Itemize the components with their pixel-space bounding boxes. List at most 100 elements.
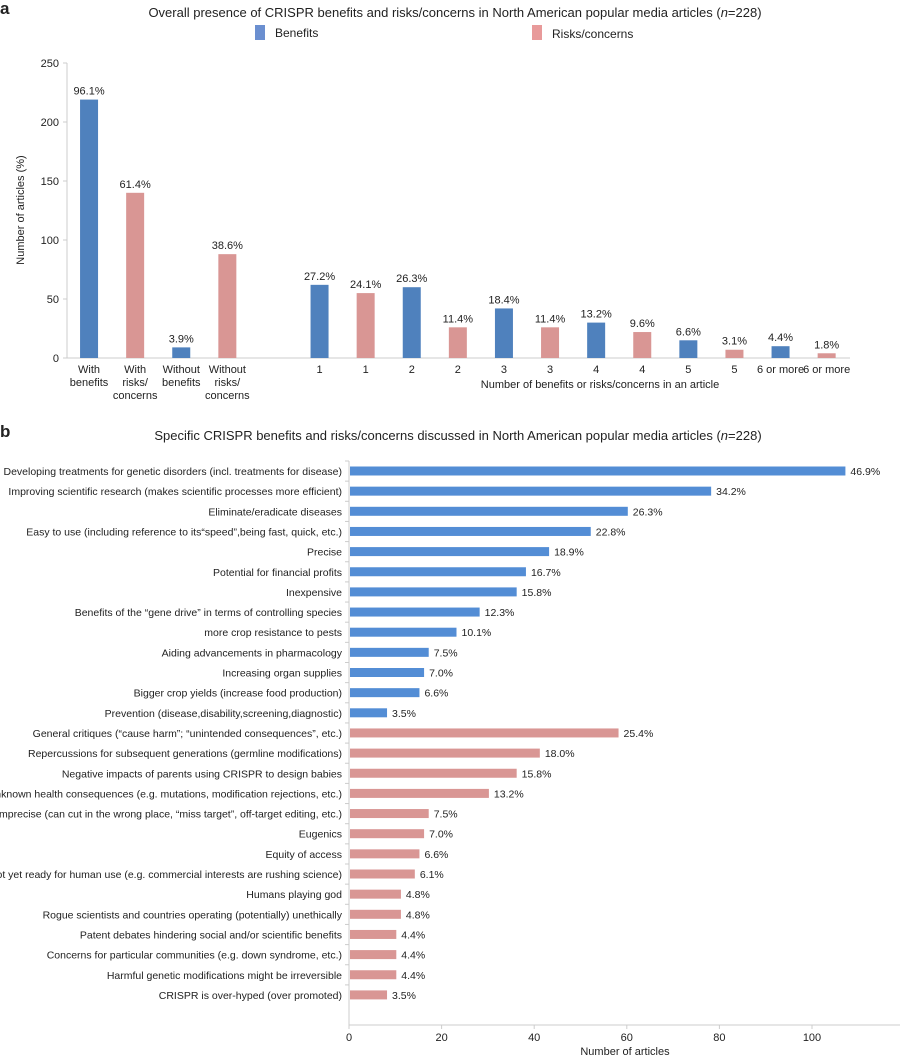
x-tick-label-line: concerns (205, 390, 250, 402)
category-label: Unknown health consequences (e.g. mutati… (0, 788, 342, 800)
bar-benefits (494, 308, 513, 358)
data-label: 3.9% (169, 333, 194, 345)
category-label: Eliminate/eradicate diseases (208, 506, 342, 518)
data-label: 4.4% (401, 950, 425, 962)
data-label: 16.7% (531, 567, 561, 579)
bar-risks (350, 970, 397, 980)
x-tick-label: Without benefits (162, 364, 201, 389)
data-label: 6.6% (676, 326, 701, 338)
data-label: 27.2% (304, 271, 335, 283)
x-tick-label-line: 6 or more (803, 364, 850, 376)
bar-benefits (679, 340, 698, 358)
x-tick-label: With benefits (70, 364, 109, 389)
x-tick-label-line: 5 (731, 364, 737, 376)
bar-risks (350, 929, 397, 939)
data-label: 25.4% (624, 728, 654, 740)
legend-swatch-benefits (255, 25, 265, 40)
data-label: 4.4% (401, 970, 425, 982)
data-label: 13.2% (581, 309, 612, 321)
data-label: 4.8% (406, 889, 430, 901)
x-tick-label-line: With (124, 364, 146, 376)
data-label: 3.5% (392, 708, 416, 720)
category-label: Imprecise (can cut in the wrong place, “… (0, 809, 342, 821)
x-tick-label: 20 (435, 1032, 447, 1044)
bar-benefits (350, 688, 420, 698)
data-label: 9.6% (630, 318, 655, 330)
data-label: 61.4% (120, 179, 151, 191)
bar-benefits (310, 284, 329, 358)
data-label: 18.0% (545, 748, 575, 760)
category-label: Repercussions for subsequent generations… (28, 748, 342, 760)
x-tick-label-line: 1 (363, 364, 369, 376)
category-label: Humans playing god (246, 889, 342, 901)
category-label: Eugenics (299, 829, 342, 841)
x-tick-label: 5 (731, 364, 737, 376)
bar-risks (541, 327, 560, 358)
x-tick-label-line: 2 (455, 364, 461, 376)
bar-risks (817, 353, 836, 358)
bar-risks (350, 990, 388, 1000)
y-tick-label: 150 (41, 176, 59, 188)
category-label: CRISPR is over-hyped (over promoted) (159, 990, 342, 1002)
x-tick-label: 4 (639, 364, 645, 376)
x-tick-label-line: Without (163, 364, 200, 376)
category-label: General critiques (“cause harm”; “uninte… (33, 728, 342, 740)
category-label: Developing treatments for genetic disord… (4, 466, 343, 478)
bar-benefits (771, 346, 790, 358)
bar-risks (350, 768, 517, 778)
bar-risks (350, 809, 429, 819)
x-tick-label: 40 (528, 1032, 540, 1044)
data-label: 24.1% (350, 279, 381, 291)
category-label: more crop resistance to pests (204, 627, 342, 639)
x-tick-label: 60 (621, 1032, 633, 1044)
category-label: Bigger crop yields (increase food produc… (134, 688, 342, 700)
x-tick-label-line: 3 (547, 364, 553, 376)
chart-a-xlabel: Number of benefits or risks/concerns in … (481, 379, 719, 391)
category-label: Patent debates hindering social and/or s… (80, 929, 342, 941)
legend-swatch-risks (532, 25, 542, 40)
data-label: 7.0% (429, 668, 453, 680)
category-label: Equity of access (266, 849, 342, 861)
bar-benefits (350, 567, 526, 577)
bar-risks (350, 950, 397, 960)
data-label: 7.5% (434, 809, 458, 821)
bar-risks (356, 293, 375, 358)
bar-benefits (350, 506, 628, 516)
bar-benefits (350, 547, 550, 557)
bar-risks (126, 192, 145, 358)
x-tick-label: 1 (316, 364, 322, 376)
category-label: Negative impacts of parents using CRISPR… (62, 768, 342, 780)
x-tick-label: 6 or more (757, 364, 804, 376)
bar-benefits (350, 668, 425, 677)
bar-benefits (402, 287, 421, 358)
x-tick-label-line: 4 (639, 364, 645, 376)
bar-benefits (350, 607, 480, 617)
chart-b-xlabel: Number of articles (580, 1046, 670, 1057)
x-tick-label-line: With (78, 364, 100, 376)
bar-risks (218, 254, 237, 358)
category-label: Increasing organ supplies (222, 668, 342, 680)
x-tick-label-line: 5 (685, 364, 691, 376)
y-tick-label: 0 (53, 353, 59, 365)
bar-risks (633, 332, 652, 358)
bar-risks (350, 829, 425, 839)
bar-benefits (350, 587, 517, 597)
panel-label-b: b (0, 422, 10, 441)
x-tick-label-line: Without (209, 364, 246, 376)
x-tick-label-line: risks/ (215, 377, 242, 389)
data-label: 4.4% (401, 929, 425, 941)
x-tick-label-line: 1 (316, 364, 322, 376)
x-tick-label: Without risks/concerns (205, 364, 250, 402)
bar-risks (448, 327, 467, 358)
x-tick-label: 80 (713, 1032, 725, 1044)
data-label: 6.6% (424, 849, 448, 861)
x-tick-label: 3 (501, 364, 507, 376)
data-label: 11.4% (535, 313, 566, 325)
bar-risks (350, 748, 540, 758)
x-tick-label-line: 3 (501, 364, 507, 376)
x-tick-label-line: benefits (162, 377, 201, 389)
data-label: 6.6% (424, 688, 448, 700)
data-label: 4.4% (768, 332, 793, 344)
category-label: Potential for financial profits (213, 567, 342, 579)
